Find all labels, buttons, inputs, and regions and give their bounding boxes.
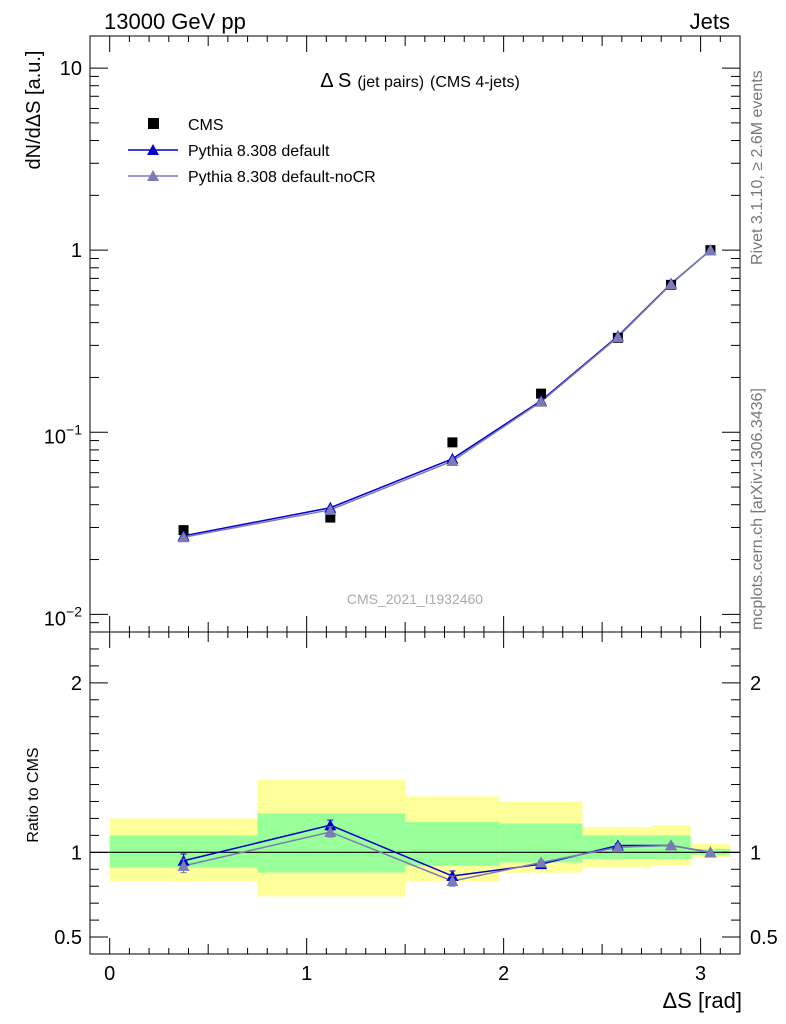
title-main: Δ S <box>320 70 351 92</box>
y-tick-label: 10−2 <box>44 603 82 630</box>
ratio-green-band <box>405 821 500 866</box>
main-series-2-point <box>704 244 717 256</box>
ratio-plot-panel: 2 2 1 1 0.5 0.5 0 1 2 3 Ratio to CMS ΔS [rad] <box>25 631 778 1013</box>
main-series-2-point <box>446 455 459 467</box>
y-tick-label: 10−1 <box>44 421 82 448</box>
ratio-series-1-point <box>611 841 624 853</box>
x-tick-label: 3 <box>695 963 706 985</box>
ratio-series-1-point <box>324 825 337 837</box>
ratio-plot-frame <box>89 631 741 955</box>
ratio-y-tick-label-left: 0.5 <box>54 927 82 949</box>
ratio-y-tick-label-left: 1 <box>71 842 82 864</box>
ratio-series-1-point <box>535 856 548 868</box>
ratio-data-marks <box>177 819 717 887</box>
y-tick-label: 1 <box>71 240 82 262</box>
main-series-line-1 <box>183 249 711 537</box>
ratio-y-tick-label-right: 1 <box>750 842 761 864</box>
mcplots-label: mcplots.cern.ch [arXiv:1306.3436] <box>749 388 766 630</box>
title-rest: (CMS 4-jets) <box>430 74 520 91</box>
main-series-2-point <box>535 395 548 407</box>
main-series-2-point <box>611 331 624 343</box>
energy-label: 13000 GeV pp <box>104 9 246 34</box>
main-y-axis-label: dN/dΔS [a.u.] <box>23 51 45 170</box>
ratio-series-0-point <box>324 819 337 831</box>
ratio-series-1-point <box>177 859 190 871</box>
legend-marker-triangle <box>147 170 159 181</box>
ratio-series-1-point <box>665 839 678 851</box>
ratio-y-tick-label-right: 2 <box>750 673 761 695</box>
main-series-2-point <box>177 531 190 543</box>
ratio-series-1-point <box>446 875 459 887</box>
main-series-2-point <box>665 278 678 290</box>
rivet-version-label: Rivet 3.1.10, ≥ 2.6M events <box>749 70 766 265</box>
ratio-green-band <box>499 823 583 863</box>
ratio-y-tick-label-left: 2 <box>71 673 82 695</box>
main-data-marks <box>177 244 717 543</box>
y-tick-label: 10 <box>60 58 82 80</box>
main-plot-panel: Δ S (jet pairs) (CMS 4-jets) dN/dΔS [a.u.]… <box>23 35 741 633</box>
title-small: (jet pairs) <box>357 74 424 91</box>
legend-label-0: CMS <box>188 117 224 134</box>
legend-marker-cms <box>148 118 159 129</box>
legend-label-2: Pythia 8.308 default-noCR <box>188 169 376 186</box>
analysis-watermark: CMS_2021_I1932460 <box>347 591 483 607</box>
main-axes: 10 1 10−1 10−2 <box>44 36 740 633</box>
ratio-y-tick-label-right: 0.5 <box>750 927 778 949</box>
x-tick-label: 2 <box>498 963 509 985</box>
legend-marker-triangle <box>147 144 159 155</box>
legend: CMS Pythia 8.308 default Pythia 8.308 defa… <box>128 117 376 186</box>
ratio-uncertainty-bands <box>109 779 731 897</box>
ratio-axes: 2 2 1 1 0.5 0.5 0 1 2 3 <box>54 632 778 985</box>
cms-data-point <box>325 512 336 523</box>
ratio-y-axis-label: Ratio to CMS <box>25 747 42 842</box>
x-tick-label: 1 <box>301 963 312 985</box>
legend-label-1: Pythia 8.308 default <box>188 143 330 160</box>
cms-data-point <box>536 388 547 399</box>
x-axis-label: ΔS [rad] <box>662 988 742 1013</box>
x-tick-label: 0 <box>104 963 115 985</box>
process-label: Jets <box>690 9 730 34</box>
main-series-2-point <box>324 503 337 515</box>
main-plot-title: Δ S (jet pairs) (CMS 4-jets) <box>320 70 520 92</box>
cms-data-point <box>447 437 458 448</box>
ratio-series-1-point <box>704 846 717 858</box>
main-series-line-2 <box>183 249 711 539</box>
